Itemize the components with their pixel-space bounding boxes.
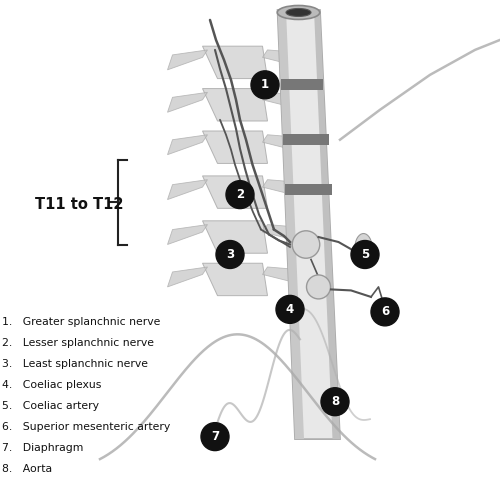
Polygon shape: [262, 225, 302, 242]
Polygon shape: [168, 50, 207, 70]
Polygon shape: [202, 89, 268, 121]
Circle shape: [226, 181, 254, 209]
Polygon shape: [168, 135, 207, 155]
Text: 5: 5: [361, 248, 369, 261]
Polygon shape: [168, 92, 207, 112]
Circle shape: [321, 388, 349, 416]
Polygon shape: [168, 225, 207, 245]
Ellipse shape: [355, 234, 372, 263]
Polygon shape: [314, 10, 340, 439]
Text: 6: 6: [381, 305, 389, 318]
Polygon shape: [202, 46, 268, 78]
Text: 2: 2: [236, 188, 244, 201]
Polygon shape: [202, 263, 268, 295]
Polygon shape: [280, 79, 324, 90]
Polygon shape: [278, 10, 340, 439]
Polygon shape: [202, 131, 268, 164]
Polygon shape: [168, 180, 207, 200]
Text: 3.   Least splanchnic nerve: 3. Least splanchnic nerve: [2, 359, 148, 369]
Circle shape: [351, 241, 379, 268]
Circle shape: [371, 298, 399, 326]
Text: T11 to T12: T11 to T12: [35, 197, 124, 212]
Circle shape: [276, 295, 304, 323]
Text: 4: 4: [286, 303, 294, 316]
Polygon shape: [285, 184, 333, 195]
Text: 8.   Aorta: 8. Aorta: [2, 464, 52, 474]
Text: 4.   Coeliac plexus: 4. Coeliac plexus: [2, 380, 102, 390]
Text: 1: 1: [261, 78, 269, 91]
Polygon shape: [262, 180, 302, 197]
Text: 6.   Superior mesenteric artery: 6. Superior mesenteric artery: [2, 422, 170, 432]
Circle shape: [216, 241, 244, 268]
Text: 7.   Diaphragm: 7. Diaphragm: [2, 443, 84, 453]
Ellipse shape: [306, 275, 330, 299]
Ellipse shape: [292, 231, 320, 258]
Polygon shape: [202, 176, 268, 209]
Polygon shape: [168, 267, 207, 287]
Polygon shape: [262, 92, 302, 110]
Text: 1.   Greater splanchnic nerve: 1. Greater splanchnic nerve: [2, 317, 160, 327]
Polygon shape: [262, 267, 302, 284]
Text: 5.   Coeliac artery: 5. Coeliac artery: [2, 401, 99, 411]
Circle shape: [251, 71, 279, 99]
Polygon shape: [262, 50, 302, 67]
Polygon shape: [262, 135, 302, 152]
Text: 8: 8: [331, 395, 339, 408]
Ellipse shape: [286, 8, 311, 16]
Polygon shape: [278, 10, 304, 439]
Circle shape: [201, 423, 229, 451]
Polygon shape: [202, 221, 268, 253]
Text: 3: 3: [226, 248, 234, 261]
Polygon shape: [283, 134, 329, 145]
Ellipse shape: [277, 5, 320, 19]
Text: 7: 7: [211, 430, 219, 443]
Text: 2.   Lesser splanchnic nerve: 2. Lesser splanchnic nerve: [2, 338, 154, 348]
